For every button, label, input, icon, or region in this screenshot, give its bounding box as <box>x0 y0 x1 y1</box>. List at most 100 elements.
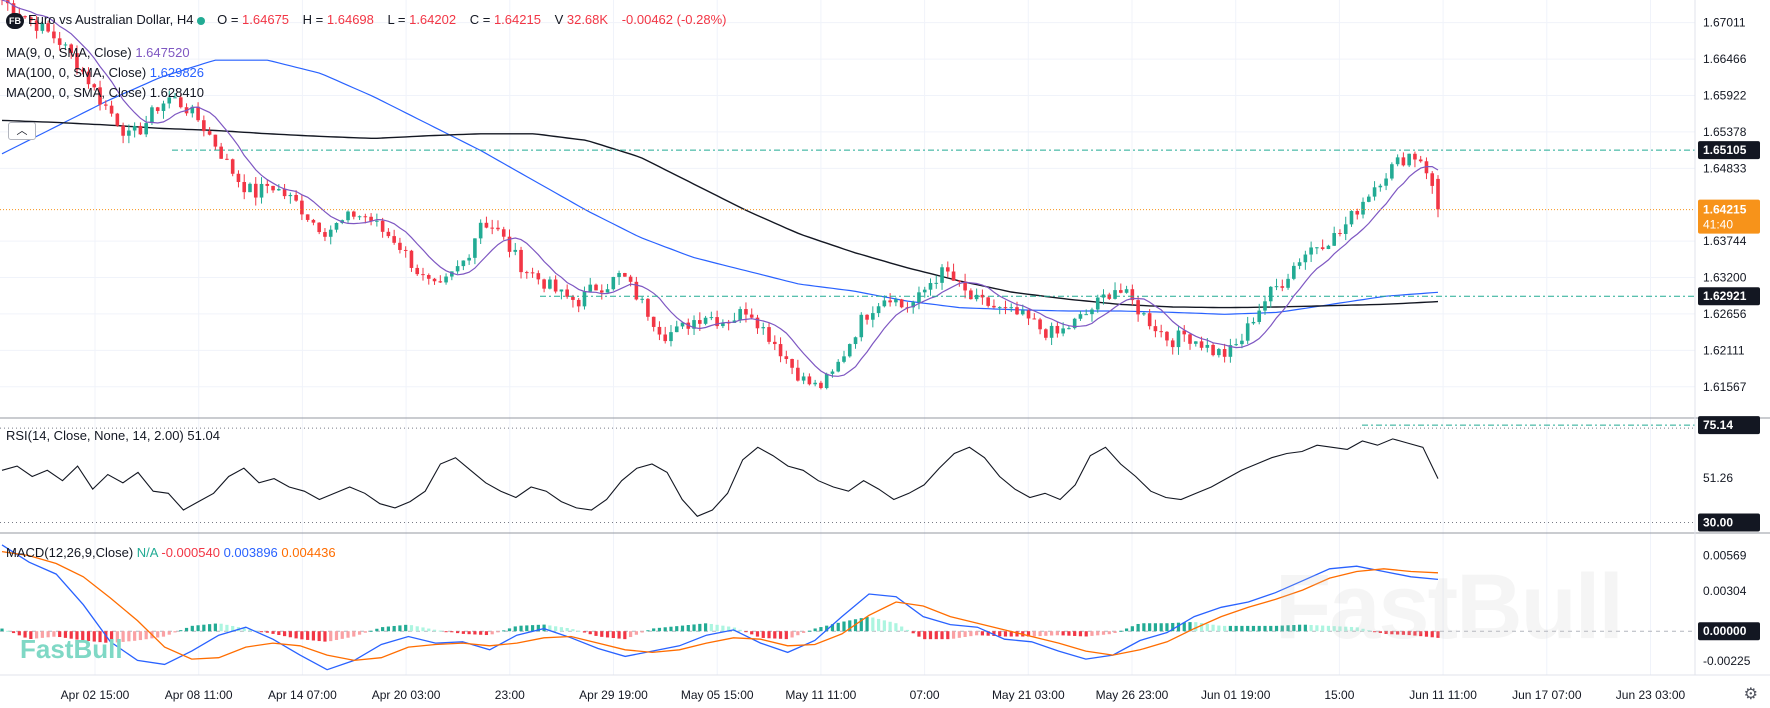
macd-histogram-bar <box>767 631 771 639</box>
price-tick-label: 1.63200 <box>1703 271 1747 285</box>
macd-histogram-bar <box>859 618 863 632</box>
macd-histogram-bar <box>617 631 621 639</box>
candle-body <box>640 298 644 300</box>
macd-histogram-bar <box>1182 622 1186 632</box>
candle-body <box>888 300 892 303</box>
rsi-label: RSI(14, Close, None, 14, 2.00) <box>6 428 184 443</box>
candle-body <box>772 341 777 345</box>
candle-body <box>57 38 62 45</box>
time-tick-label: 23:00 <box>495 688 525 702</box>
macd-legend[interactable]: MACD(12,26,9,Close) N/A -0.000540 0.0038… <box>6 545 336 561</box>
macd-histogram-bar <box>323 631 327 642</box>
candle-body <box>323 232 327 237</box>
ma9-legend[interactable]: MA(9, 0, SMA, Close) 1.647520 <box>6 45 190 61</box>
candle-body <box>1390 164 1394 179</box>
candle-body <box>623 272 627 277</box>
candle-body <box>409 250 414 268</box>
open-value: 1.64675 <box>242 12 290 27</box>
macd-histogram-bar <box>69 631 73 639</box>
macd-histogram-bar <box>588 631 592 635</box>
macd-histogram-bar <box>761 631 765 638</box>
candle-body <box>351 211 356 217</box>
macd-histogram-bar <box>86 631 91 642</box>
time-tick-label: Jun 17 07:00 <box>1512 688 1582 702</box>
macd-histogram-bar <box>1367 630 1371 632</box>
candle-body <box>288 194 293 197</box>
time-tick-label: May 11 11:00 <box>785 688 856 702</box>
macd-histogram-bar <box>1436 631 1440 638</box>
candle-body <box>357 216 362 218</box>
candle-body <box>1309 247 1313 255</box>
symbol-title[interactable]: Euro vs Australian Dollar, H4 <box>28 12 194 27</box>
ma200-legend[interactable]: MA(200, 0, SMA, Close) 1.628410 <box>6 85 204 101</box>
candle-body <box>1413 153 1417 160</box>
macd-histogram-bar <box>1113 631 1117 634</box>
macd-histogram-bar <box>1003 631 1008 637</box>
price-axis[interactable]: 1.67011 1.66466 1.65922 1.65378 1.64833 1.637… <box>1698 16 1760 668</box>
macd-histogram-bar <box>1338 626 1342 632</box>
candle-body <box>161 103 166 111</box>
candle-body <box>790 359 794 368</box>
macd-badge-zero: 0.00000 <box>1703 624 1747 638</box>
macd-histogram-bar <box>496 631 500 633</box>
macd-histogram-bar <box>1269 625 1273 632</box>
time-axis[interactable]: Apr 02 15:00 Apr 08 11:00 Apr 14 07:00 Apr … <box>61 688 1686 702</box>
price-tick-label: 1.62111 <box>1703 343 1745 357</box>
candle-body <box>461 260 466 267</box>
price-tick-label: 1.62656 <box>1703 307 1747 321</box>
candle-body <box>421 274 425 276</box>
candle-body <box>1343 224 1348 234</box>
candle-body <box>1228 345 1233 357</box>
macd-histogram-bar <box>715 624 719 632</box>
candle-body <box>150 107 154 124</box>
macd-badge-zero-bg <box>1698 622 1760 641</box>
candle-body <box>1044 329 1048 338</box>
macd-histogram-bar <box>1136 623 1140 632</box>
candle-body <box>819 382 823 389</box>
open-label: O = <box>217 12 239 27</box>
candle-body <box>796 367 800 381</box>
macd-histogram-bar <box>46 631 50 638</box>
macd-histogram-bar <box>467 631 471 635</box>
rsi-badge-bottom-bg <box>1698 513 1760 532</box>
candle-body <box>1303 254 1308 263</box>
macd-histogram-bar <box>144 631 148 640</box>
macd-histogram-bar <box>1101 631 1106 635</box>
macd-histogram-bar <box>484 631 489 636</box>
macd-histogram-bar <box>415 626 419 632</box>
candle-body <box>138 125 143 135</box>
fastbull-logo-icon: FB <box>6 12 24 29</box>
candle-body <box>478 222 483 239</box>
macd-histogram-bar <box>888 621 892 632</box>
candle-body <box>1315 247 1319 249</box>
macd-histogram-bar <box>1050 631 1054 636</box>
macd-histogram-bar <box>536 624 540 632</box>
macd-histogram-bar <box>1419 631 1423 637</box>
candle-body <box>305 214 310 220</box>
candle-body <box>455 266 460 272</box>
candle-body <box>1142 313 1146 315</box>
macd-histogram-bar <box>611 631 615 639</box>
candle-body <box>721 322 725 327</box>
rsi-legend[interactable]: RSI(14, Close, None, 14, 2.00) 51.04 <box>6 428 220 444</box>
macd-histogram-bar <box>375 628 379 632</box>
macd-histogram-bar <box>1199 623 1204 632</box>
settings-gear-icon[interactable]: ⚙ <box>1743 686 1758 703</box>
macd-histogram-bar <box>294 631 298 639</box>
macd-histogram-bar <box>600 631 604 637</box>
candle-body <box>271 185 275 191</box>
ma9-label: MA(9, 0, SMA, Close) <box>6 45 132 60</box>
candle-body <box>282 189 287 197</box>
ma200-path <box>1 119 1439 309</box>
pane-separators <box>0 0 1770 676</box>
macd-histogram-bar <box>35 631 39 639</box>
macd-histogram-bar <box>259 631 264 633</box>
collapse-legend-button[interactable]: ︿ <box>8 122 36 140</box>
ma100-legend[interactable]: MA(100, 0, SMA, Close) 1.629826 <box>6 65 204 81</box>
macd-histogram-bar <box>167 631 171 635</box>
candle-body <box>871 313 875 320</box>
macd-histogram-bar <box>455 631 460 634</box>
macd-histogram-bar <box>11 631 16 634</box>
candle-body <box>755 317 760 329</box>
